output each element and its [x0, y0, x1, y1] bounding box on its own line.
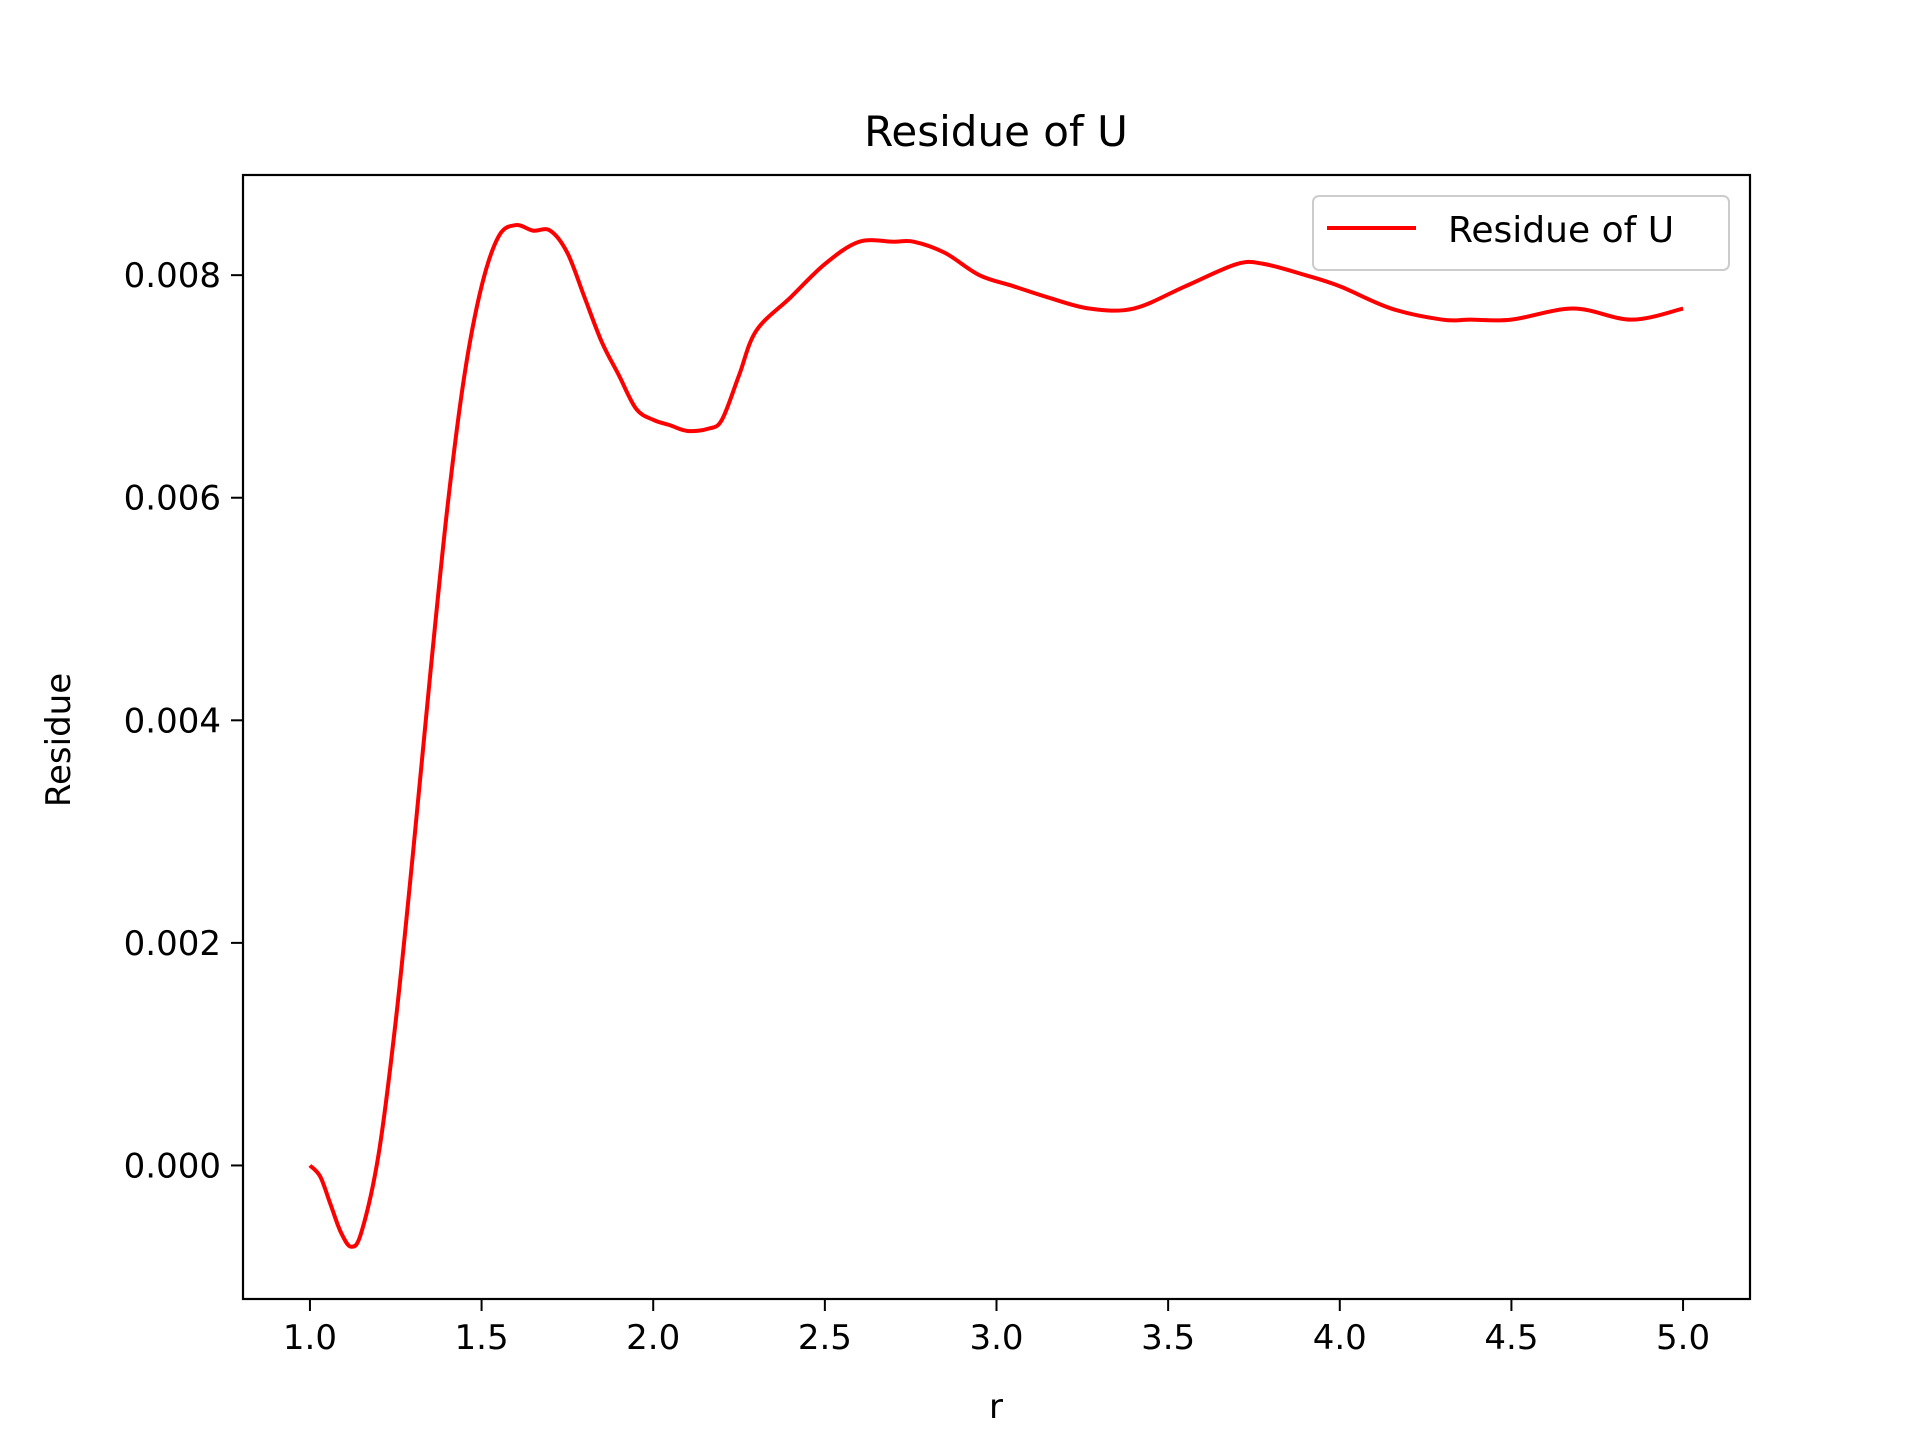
x-tick-label: 3.5 — [1141, 1318, 1195, 1358]
x-axis-label: r — [989, 1387, 1003, 1427]
legend-box — [1312, 195, 1730, 271]
y-axis-label: Residue — [39, 673, 79, 807]
x-axis-ticks: 1.0 1.5 2.0 2.5 3.0 3.5 4.0 4.5 5.0 — [283, 1299, 1710, 1358]
x-tick-label: 1.5 — [455, 1318, 509, 1358]
x-tick-label: 2.5 — [798, 1318, 852, 1358]
y-tick-label: 0.006 — [124, 479, 221, 519]
x-tick-label: 3.0 — [969, 1318, 1023, 1358]
x-tick-label: 4.0 — [1313, 1318, 1367, 1358]
y-tick-label: 0.004 — [124, 701, 221, 741]
x-tick-label: 2.0 — [626, 1318, 680, 1358]
y-tick-label: 0.008 — [124, 256, 221, 296]
y-tick-label: 0.000 — [124, 1146, 221, 1186]
x-tick-label: 1.0 — [283, 1318, 337, 1358]
chart-title: Residue of U — [864, 107, 1128, 156]
series-layer — [308, 223, 1684, 1249]
y-axis-ticks: 0.000 0.002 0.004 0.006 0.008 — [124, 256, 243, 1186]
legend: Residue of U — [1312, 195, 1730, 271]
legend-label-residue-of-u: Residue of U — [1448, 210, 1674, 251]
y-tick-label: 0.002 — [124, 924, 221, 964]
x-tick-label: 4.5 — [1484, 1318, 1538, 1358]
x-tick-label: 5.0 — [1656, 1318, 1710, 1358]
series-line-residue-of-u — [308, 223, 1684, 1249]
